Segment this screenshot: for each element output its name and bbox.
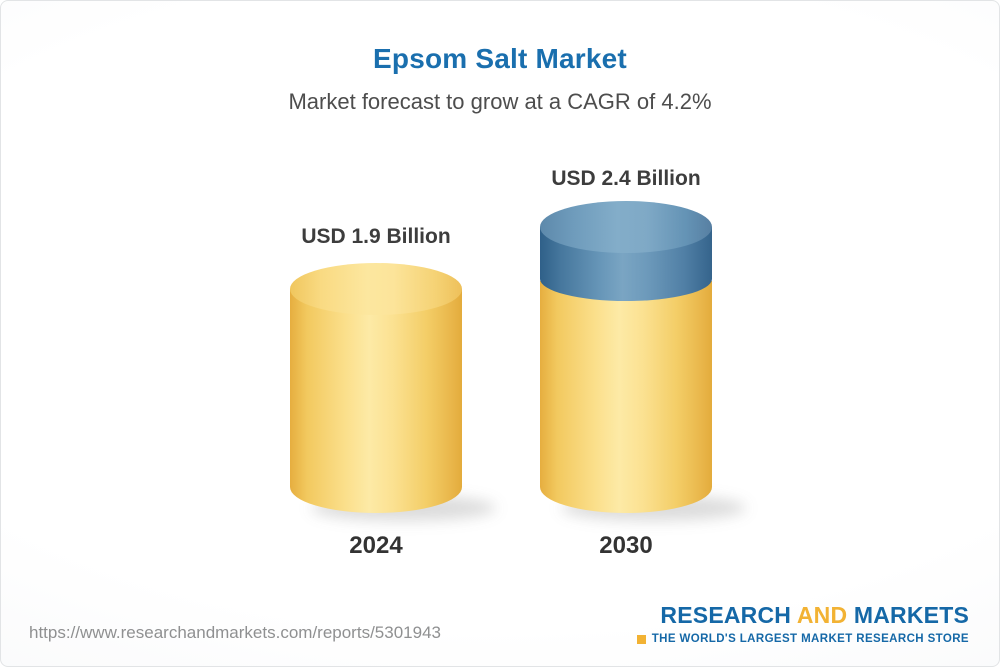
logo-word-markets: MARKETS — [853, 602, 969, 628]
logo-wordmark: RESEARCH AND MARKETS — [637, 602, 969, 629]
cylinder-body-2030 — [540, 281, 712, 513]
logo-word-and: AND — [796, 602, 848, 628]
logo-tagline: THE WORLD'S LARGEST MARKET RESEARCH STOR… — [651, 633, 969, 645]
value-label-2024: USD 1.9 Billion — [301, 225, 451, 248]
cylinder-bar-2030 — [540, 201, 747, 521]
axis-label-2024: 2024 — [349, 532, 403, 559]
report-url: https://www.researchandmarkets.com/repor… — [29, 623, 441, 642]
value-label-2030: USD 2.4 Billion — [551, 167, 701, 190]
researchandmarkets-logo: RESEARCH AND MARKETS THE WORLD'S LARGEST… — [636, 602, 969, 645]
logo-tagline-row: THE WORLD'S LARGEST MARKET RESEARCH STOR… — [636, 633, 969, 645]
axis-label-2030: 2030 — [599, 532, 653, 559]
cylinder-bar-2024 — [290, 263, 497, 521]
cylinder-top-2030 — [540, 201, 712, 253]
logo-word-research: RESEARCH — [660, 602, 792, 628]
page-title: Epsom Salt Market — [373, 43, 627, 74]
page-subtitle: Market forecast to grow at a CAGR of 4.2… — [288, 89, 712, 114]
cylinder-body-2024 — [290, 289, 462, 513]
cylinder-top-2024 — [290, 263, 462, 315]
logo-accent-square-icon — [636, 634, 646, 644]
